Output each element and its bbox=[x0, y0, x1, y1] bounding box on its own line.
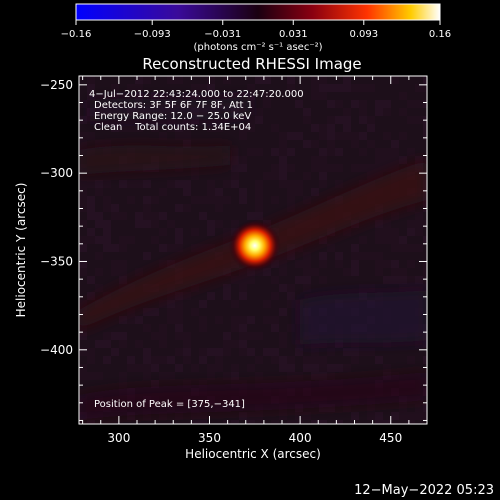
x-axis-label: Heliocentric X (arcsec) bbox=[185, 447, 321, 461]
chart-title: Reconstructed RHESSI Image bbox=[142, 55, 361, 73]
colorbar-tick-label: −0.16 bbox=[61, 29, 92, 40]
colorbar-tick-label: 0.093 bbox=[349, 29, 378, 40]
plot-frame bbox=[78, 75, 428, 425]
colorbar-tick-label: 0.031 bbox=[279, 29, 308, 40]
y-axis-label: Heliocentric Y (arcsec) bbox=[14, 183, 28, 318]
y-tick-label: −300 bbox=[40, 166, 73, 180]
x-tick-label: 400 bbox=[289, 431, 312, 445]
colorbar-units: (photons cm⁻² s⁻¹ asec⁻²) bbox=[193, 42, 322, 53]
colorbar-tick-label: −0.093 bbox=[134, 29, 171, 40]
y-axis-ticks: −250 −300 −350 −400 bbox=[40, 78, 427, 421]
annotation-time-range: 4−Jul−2012 22:43:24.000 to 22:47:20.000 bbox=[89, 89, 304, 100]
y-tick-label: −350 bbox=[40, 254, 73, 268]
colorbar bbox=[75, 3, 441, 21]
x-tick-label: 350 bbox=[198, 431, 221, 445]
annotation-energy-range: Energy Range: 12.0 − 25.0 keV bbox=[94, 111, 251, 122]
annotation-detectors: Detectors: 3F 5F 6F 7F 8F, Att 1 bbox=[94, 100, 253, 111]
flare-peak-source bbox=[228, 219, 281, 272]
heatmap-image bbox=[79, 76, 427, 424]
annotation-clean-counts: Clean Total counts: 1.34E+04 bbox=[94, 122, 251, 133]
plot-timestamp: 12−May−2022 05:23 bbox=[354, 483, 494, 498]
peak-position-label: Position of Peak = [375,−341] bbox=[94, 399, 245, 410]
x-axis-ticks: 300 350 400 450 bbox=[82, 76, 428, 445]
y-tick-label: −250 bbox=[40, 78, 73, 92]
x-tick-label: 450 bbox=[379, 431, 402, 445]
y-tick-label: −400 bbox=[40, 343, 73, 357]
colorbar-tick-label: −0.031 bbox=[204, 29, 241, 40]
colorbar-tick-label: 0.16 bbox=[429, 29, 451, 40]
x-tick-label: 300 bbox=[107, 431, 130, 445]
colorbar-ticks: −0.16 −0.093 −0.031 0.031 0.093 0.16 bbox=[61, 20, 451, 40]
